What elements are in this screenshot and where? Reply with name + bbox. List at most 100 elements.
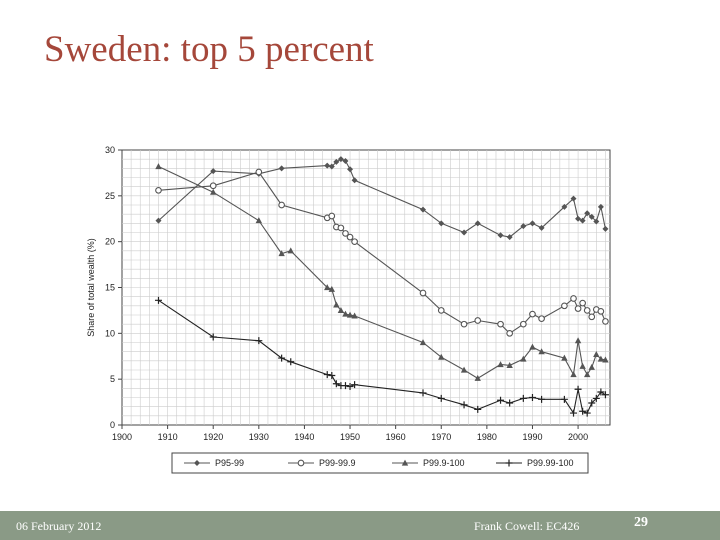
page-number: 29 (634, 515, 648, 530)
data-point-p95-99 (602, 225, 609, 232)
legend-marker-p99-9-100 (401, 459, 409, 466)
data-point-p95-99 (584, 210, 591, 217)
legend-marker-p99-99-100 (505, 459, 513, 467)
data-point-p95-99 (324, 162, 331, 169)
data-point-p99-9-100 (328, 285, 335, 292)
data-point-p99-9-100 (593, 351, 600, 358)
data-point-p99-99-100 (278, 354, 286, 362)
data-point-p95-99 (520, 223, 527, 230)
x-tick-label: 1920 (203, 432, 223, 442)
data-point-p99-9-100 (520, 355, 527, 362)
data-point-p99-9-100 (570, 371, 577, 378)
data-point-p99-99-9 (337, 224, 345, 232)
data-point-p95-99 (529, 220, 536, 227)
data-point-p95-99 (333, 158, 340, 165)
data-point-p99-99-100 (583, 409, 591, 417)
data-point-p99-99-9 (529, 310, 536, 318)
data-point-p95-99 (575, 215, 582, 222)
data-point-p99-99-100 (287, 358, 295, 366)
data-point-p99-99-9 (419, 289, 427, 297)
data-point-p99-9-100 (438, 353, 445, 360)
data-point-p99-99-100 (323, 371, 331, 379)
legend-box (171, 452, 589, 474)
data-point-p95-99 (155, 217, 162, 224)
data-point-p99-99-9 (155, 186, 162, 194)
data-point-p99-99-100 (538, 395, 546, 403)
wealth-share-chart: 0 5 10 15 20 25 30 1900 1910 1920 1930 1940 1950 1960… (80, 135, 620, 480)
data-point-p99-9-100 (287, 247, 294, 254)
data-point-p99-99-9 (570, 295, 577, 302)
data-point-p95-99 (561, 203, 568, 210)
data-point-p99-99-100 (154, 296, 162, 304)
data-point-p99-99-100 (419, 389, 427, 397)
legend-label-p95-99: P95-99 (215, 458, 244, 468)
data-point-p99-99-9 (583, 307, 591, 314)
data-point-p99-9-100 (602, 356, 609, 363)
data-point-p95-99 (278, 165, 285, 172)
x-tick-label: 1980 (477, 432, 497, 442)
data-point-p99-99-9 (342, 230, 349, 237)
data-point-p99-99-100 (351, 381, 359, 389)
data-point-p99-99-9 (460, 320, 468, 328)
legend-marker-p99-99-9 (297, 459, 305, 467)
legend-label-p99-99-100: P99.99-100 (527, 458, 574, 468)
legend-marker-p95-99 (194, 460, 200, 466)
data-point-p99-99-100 (346, 383, 354, 390)
x-tick-label: 1990 (522, 432, 542, 442)
data-point-p99-99-9 (351, 238, 358, 246)
data-point-p95-99 (588, 213, 595, 220)
data-point-p99-9-100 (419, 339, 427, 346)
data-point-p99-9-100 (346, 311, 354, 318)
data-point-p95-99 (438, 220, 445, 227)
data-point-p99-99-100 (437, 394, 445, 402)
data-point-p99-99-100 (497, 396, 505, 404)
data-point-p99-99-100 (601, 391, 609, 399)
data-point-p99-9-100 (588, 363, 595, 370)
data-point-p99-99-9 (328, 212, 336, 220)
data-point-p99-99-100 (255, 337, 263, 345)
data-point-p99-99-9 (588, 313, 596, 321)
data-point-p99-99-100 (506, 399, 514, 407)
footer-author: Frank Cowell: EC426 (474, 519, 580, 533)
data-point-p99-9-100 (597, 355, 605, 362)
data-point-p99-99-9 (561, 302, 568, 310)
y-tick-label: 25 (105, 191, 115, 201)
data-point-p99-9-100 (579, 362, 586, 369)
y-tick-label: 5 (110, 374, 115, 384)
data-point-p99-99-100 (592, 394, 600, 402)
data-point-p95-99 (351, 177, 358, 184)
data-point-p99-9-100 (342, 310, 349, 317)
data-point-p99-9-100 (337, 307, 345, 314)
x-tick-label: 1930 (249, 432, 269, 442)
data-point-p99-9-100 (574, 337, 582, 344)
legend-label-p99-9-100: P99.9-100 (423, 458, 465, 468)
data-point-p99-99-9 (506, 329, 514, 337)
legend-label-p99-99-9: P99-99.9 (319, 458, 356, 468)
data-point-p99-99-9 (346, 233, 354, 241)
y-tick-label: 20 (105, 237, 115, 247)
data-point-p99-99-100 (560, 395, 568, 403)
data-point-p99-9-100 (561, 354, 568, 361)
footer-bar: 06 February 2012 Frank Cowell: EC426 29 (0, 511, 720, 540)
data-point-p95-99 (461, 229, 468, 236)
data-point-p99-99-9 (574, 305, 582, 312)
data-point-p99-99-100 (460, 401, 468, 409)
data-point-p99-99-100 (574, 385, 582, 393)
data-point-p99-9-100 (583, 371, 591, 378)
data-point-p95-99 (337, 156, 344, 163)
data-point-p95-99 (597, 203, 604, 210)
data-point-p99-9-100 (155, 163, 162, 170)
x-tick-label: 1940 (294, 432, 314, 442)
data-point-p99-99-9 (579, 299, 586, 307)
y-tick-label: 15 (105, 283, 115, 293)
data-point-p99-99-100 (341, 382, 349, 390)
data-point-p99-99-100 (579, 407, 587, 415)
data-point-p99-99-9 (538, 315, 545, 323)
data-point-p99-99-9 (597, 307, 605, 315)
data-point-p99-9-100 (333, 301, 340, 308)
data-point-p95-99 (593, 218, 600, 225)
data-point-p99-99-9 (497, 320, 504, 328)
data-point-p99-9-100 (324, 284, 331, 291)
data-point-p99-99-9 (255, 168, 263, 176)
data-point-p95-99 (579, 217, 586, 224)
